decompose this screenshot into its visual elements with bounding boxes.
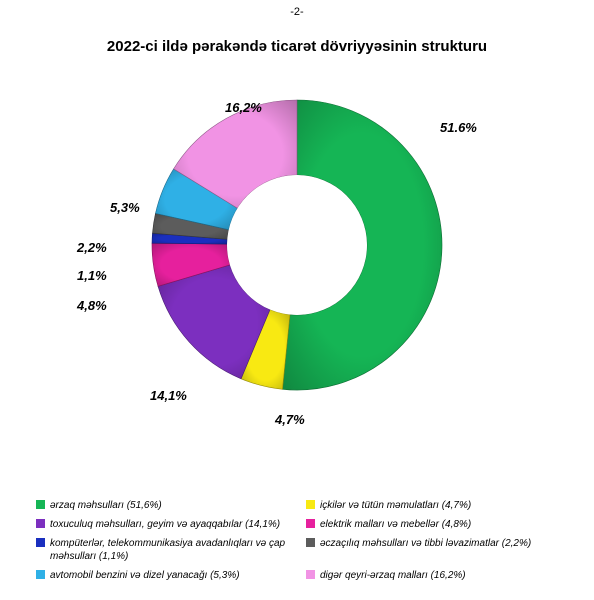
legend-swatch — [36, 538, 45, 547]
legend-text: avtomobil benzini və dizel yanacağı (5,3… — [50, 569, 240, 582]
legend-item-3: elektrik malları və mebellər (4,8%) — [306, 518, 558, 531]
donut-svg — [132, 80, 462, 410]
slice-label-4: 1,1% — [77, 268, 107, 283]
slice-label-2: 14,1% — [150, 388, 187, 403]
legend-text: əczaçılıq məhsulları və tibbi ləvazimatl… — [320, 537, 531, 550]
legend-item-6: avtomobil benzini və dizel yanacağı (5,3… — [36, 569, 288, 582]
slice-label-0: 51.6% — [440, 120, 477, 135]
legend-swatch — [306, 570, 315, 579]
legend-item-1: içkilər və tütün məmulatları (4,7%) — [306, 499, 558, 512]
legend-text: digər qeyri-ərzaq malları (16,2%) — [320, 569, 466, 582]
legend-swatch — [306, 538, 315, 547]
legend-swatch — [306, 519, 315, 528]
legend-item-2: toxuculuq məhsulları, geyim və ayaqqabıl… — [36, 518, 288, 531]
legend-text: elektrik malları və mebellər (4,8%) — [320, 518, 471, 531]
donut-chart — [132, 80, 462, 410]
legend-text: içkilər və tütün məmulatları (4,7%) — [320, 499, 471, 512]
legend-swatch — [306, 500, 315, 509]
slice-label-6: 5,3% — [110, 200, 140, 215]
legend-swatch — [36, 570, 45, 579]
legend-swatch — [36, 519, 45, 528]
legend-item-4: kompüterlər, telekommunikasiya avadanlıq… — [36, 537, 288, 563]
legend-swatch — [36, 500, 45, 509]
legend-text: kompüterlər, telekommunikasiya avadanlıq… — [50, 537, 288, 563]
chart-title: 2022-ci ildə pərakəndə ticarət dövriyyəs… — [107, 38, 487, 55]
legend-item-0: ərzaq məhsulları (51,6%) — [36, 499, 288, 512]
page-number: -2- — [290, 6, 303, 18]
legend-text: ərzaq məhsulları (51,6%) — [50, 499, 162, 512]
slice-label-1: 4,7% — [275, 412, 305, 427]
slice-label-5: 2,2% — [77, 240, 107, 255]
legend-item-7: digər qeyri-ərzaq malları (16,2%) — [306, 569, 558, 582]
legend-text: toxuculuq məhsulları, geyim və ayaqqabıl… — [50, 518, 280, 531]
slice-label-7: 16,2% — [225, 100, 262, 115]
legend-item-5: əczaçılıq məhsulları və tibbi ləvazimatl… — [306, 537, 558, 563]
legend: ərzaq məhsulları (51,6%) içkilər və tütün… — [36, 499, 558, 582]
slice-label-3: 4,8% — [77, 298, 107, 313]
